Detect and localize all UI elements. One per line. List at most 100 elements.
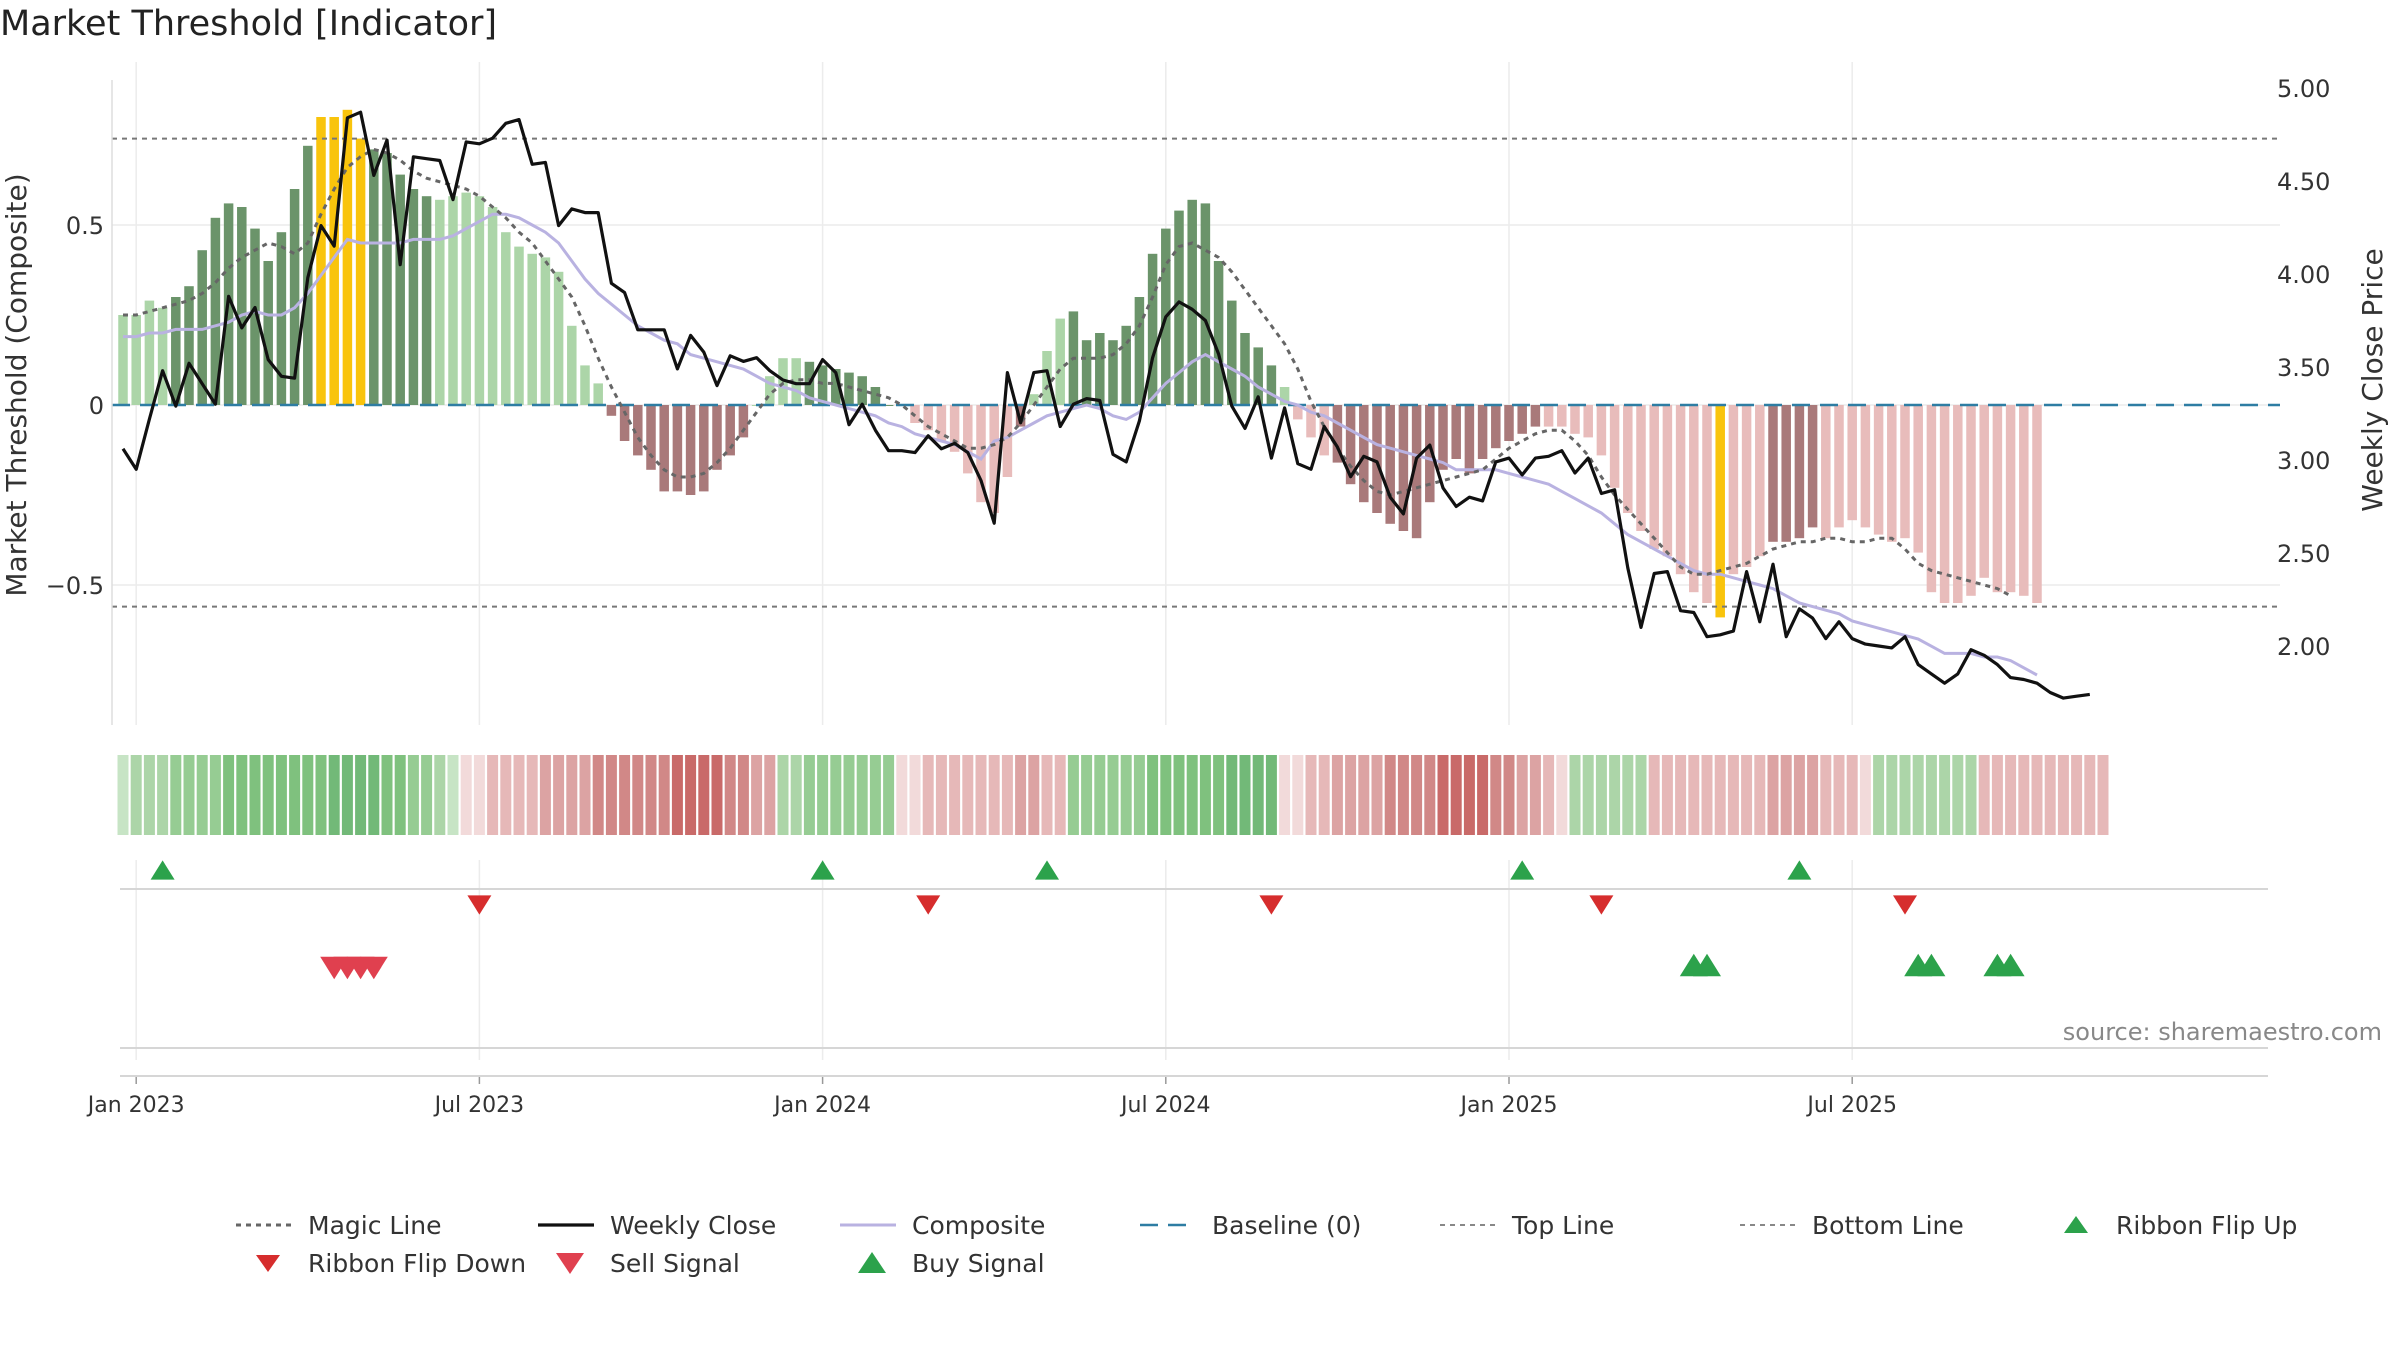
ribbon-cell	[328, 755, 340, 835]
ribbon-cell	[1727, 755, 1739, 835]
ribbon-cell	[671, 755, 683, 835]
ribbon-cell	[949, 755, 961, 835]
composite-bar	[1860, 405, 1871, 528]
ribbon-cell	[1133, 755, 1145, 835]
ribbon-cell	[1041, 755, 1053, 835]
ribbon-flip-up-marker	[1035, 860, 1059, 880]
composite-bar	[1187, 199, 1197, 405]
ribbon-cell	[460, 755, 472, 835]
composite-bar	[1702, 405, 1712, 603]
ribbon-cell	[1252, 755, 1264, 835]
ribbon-cell	[975, 755, 987, 835]
ribbon-cell	[1239, 755, 1251, 835]
ribbon-cell	[1081, 755, 1093, 835]
composite-bar	[1609, 405, 1620, 488]
weekly-close-line	[121, 110, 2091, 700]
legend-swatch	[556, 1253, 584, 1274]
legend-label: Buy Signal	[912, 1249, 1045, 1278]
ribbon-cell	[1859, 755, 1871, 835]
right-tick-label: 4.00	[2277, 261, 2330, 289]
ribbon-cell	[1331, 755, 1343, 835]
ribbon-cell	[1186, 755, 1198, 835]
ribbon-cell	[209, 755, 221, 835]
composite-bar	[289, 189, 300, 405]
legend-label: Ribbon Flip Down	[308, 1249, 526, 1278]
ribbon-cell	[1358, 755, 1370, 835]
ribbon-cell	[1622, 755, 1634, 835]
composite-bar	[382, 153, 392, 405]
composite-bar	[1385, 405, 1395, 524]
ribbon-cell	[1543, 755, 1555, 835]
composite-bar	[725, 405, 735, 456]
ribbon-cell	[236, 755, 248, 835]
ribbon-cell	[1912, 755, 1924, 835]
composite-bar	[646, 405, 656, 470]
legend-label: Weekly Close	[610, 1211, 776, 1240]
ribbon-cell	[1411, 755, 1423, 835]
x-tick-label: Jan 2025	[1459, 1093, 1558, 1118]
composite-bar	[514, 246, 524, 405]
ribbon-cell	[1067, 755, 1079, 835]
ribbon-flip-up-marker	[810, 860, 835, 880]
ribbon-cell	[473, 755, 485, 835]
composite-bar	[1332, 405, 1343, 463]
composite-bar	[765, 376, 775, 405]
ribbon-cell	[407, 755, 419, 835]
composite-bar	[1451, 405, 1461, 459]
ribbon-cell	[1846, 755, 1858, 835]
ribbon-cell	[830, 755, 842, 835]
ribbon-cell	[751, 755, 763, 835]
ribbon-cell	[764, 755, 776, 835]
composite-bar	[184, 286, 194, 405]
axes: 0.5 0 −0.5 5.00 4.50 4.00 3.50 3.00 2.50 2.00 Mark…	[0, 75, 2389, 1118]
composite-bar	[791, 358, 801, 405]
legend-item-top: Top Line	[1440, 1211, 1614, 1240]
ribbon-cell	[183, 755, 195, 835]
composite-bar	[1293, 405, 1303, 420]
composite-bar	[1095, 333, 1105, 405]
composite-bar	[1636, 405, 1646, 531]
composite-bar	[118, 315, 128, 405]
composite-line	[123, 212, 2038, 677]
ribbon-cell	[1609, 755, 1621, 835]
ribbon-cell	[1490, 755, 1502, 835]
composite-bar	[1755, 405, 1765, 557]
buy-signal-marker	[1693, 953, 1721, 977]
composite-bar	[1306, 405, 1316, 438]
ribbon-flip-down-marker	[916, 895, 941, 915]
composite-bar	[870, 387, 881, 405]
ribbon-cell	[2005, 755, 2017, 835]
composite-bar	[619, 405, 630, 441]
left-tick-label: −0.5	[46, 572, 104, 600]
buy-signal-marker	[1917, 953, 1946, 977]
ribbon-cell	[935, 755, 947, 835]
ribbon-cell	[777, 755, 789, 835]
ribbon-cell	[341, 755, 353, 835]
composite-bar	[1583, 405, 1593, 438]
ribbon-cell	[2018, 755, 2030, 835]
ribbon-cell	[275, 755, 287, 835]
ribbon-cell	[262, 755, 274, 835]
ribbon-cell	[1991, 755, 2003, 835]
composite-bar	[1491, 405, 1501, 449]
ribbon-flip-up-marker	[150, 860, 175, 880]
ribbon-cell	[632, 755, 644, 835]
composite-bar	[421, 196, 432, 405]
ribbon-cell	[1952, 755, 1964, 835]
legend-item-composite: Composite	[840, 1211, 1045, 1240]
ribbon-cell	[368, 755, 380, 835]
composite-bar	[171, 297, 181, 405]
composite-bar	[1847, 405, 1857, 521]
ribbon-cell	[1279, 755, 1291, 835]
ribbon-cell	[1199, 755, 1211, 835]
composite-bar	[1689, 405, 1699, 593]
legend: Magic Line Weekly Close Composite Baseline …	[236, 1211, 2297, 1278]
ribbon-cell	[1925, 755, 1937, 835]
composite-bar	[1411, 405, 1422, 539]
composite-bar	[949, 405, 960, 452]
right-axis-label: Weekly Close Price	[2356, 248, 2389, 511]
composite-bar	[1926, 405, 1937, 593]
legend-label: Ribbon Flip Up	[2116, 1211, 2297, 1240]
composite-bar	[316, 117, 326, 405]
